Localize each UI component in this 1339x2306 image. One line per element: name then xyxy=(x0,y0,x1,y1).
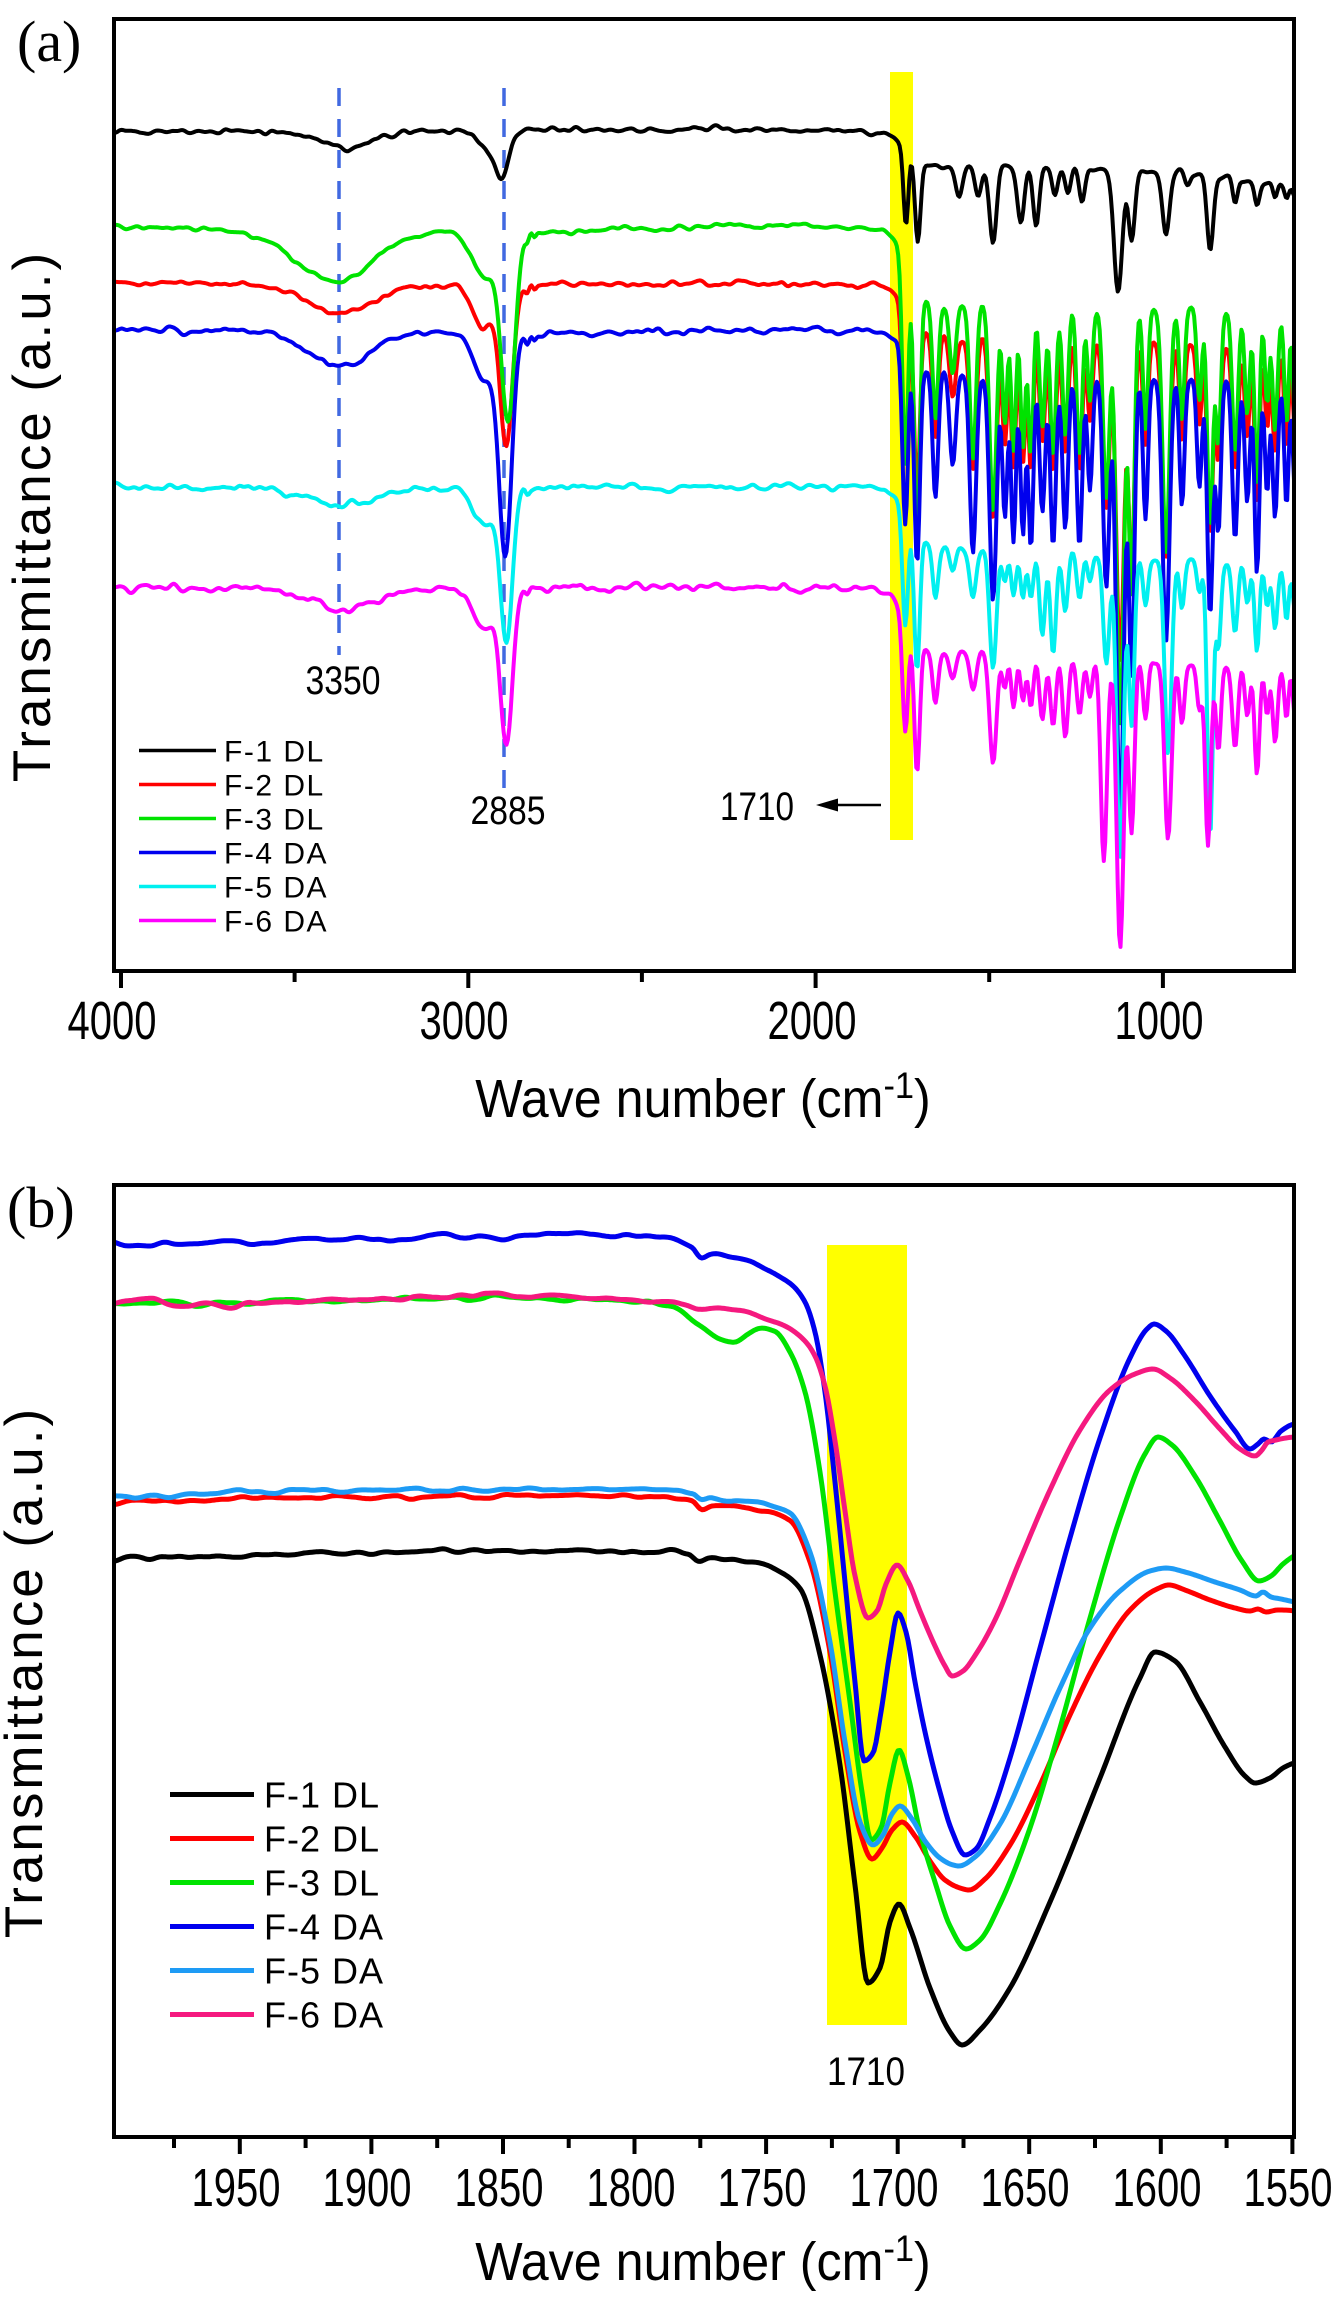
svg-text:1710: 1710 xyxy=(720,785,794,829)
svg-text:1750: 1750 xyxy=(718,2158,807,2218)
svg-text:(b): (b) xyxy=(7,1175,75,1240)
svg-text:1650: 1650 xyxy=(981,2158,1070,2218)
svg-text:4000: 4000 xyxy=(68,991,157,1051)
svg-text:1710: 1710 xyxy=(827,2050,905,2094)
svg-text:1700: 1700 xyxy=(850,2158,939,2218)
svg-text:2885: 2885 xyxy=(471,789,546,833)
svg-text:1550: 1550 xyxy=(1244,2158,1333,2218)
svg-text:1800: 1800 xyxy=(587,2158,676,2218)
svg-text:F-1 DL: F-1 DL xyxy=(224,736,325,769)
svg-text:Transmittance (a.u.): Transmittance (a.u.) xyxy=(0,1406,54,1938)
svg-text:Wave number (cm-1): Wave number (cm-1) xyxy=(475,2228,931,2293)
svg-text:F-5 DA: F-5 DA xyxy=(224,872,328,905)
svg-text:(a): (a) xyxy=(17,9,81,74)
svg-text:3350: 3350 xyxy=(306,659,381,703)
svg-text:1900: 1900 xyxy=(323,2158,412,2218)
svg-text:F-3 DL: F-3 DL xyxy=(264,1863,380,1904)
svg-text:1000: 1000 xyxy=(1115,991,1204,1051)
svg-text:F-5 DA: F-5 DA xyxy=(264,1951,384,1992)
svg-text:1950: 1950 xyxy=(192,2158,281,2218)
svg-text:1850: 1850 xyxy=(455,2158,544,2218)
svg-text:F-3 DL: F-3 DL xyxy=(224,804,325,837)
svg-text:F-2 DL: F-2 DL xyxy=(224,770,325,803)
svg-text:F-1 DL: F-1 DL xyxy=(264,1775,380,1816)
svg-text:1600: 1600 xyxy=(1113,2158,1202,2218)
svg-text:F-4 DA: F-4 DA xyxy=(224,838,328,871)
svg-text:F-2 DL: F-2 DL xyxy=(264,1819,380,1860)
svg-text:2000: 2000 xyxy=(768,991,857,1051)
svg-text:F-4 DA: F-4 DA xyxy=(264,1907,384,1948)
svg-text:Transmittance (a.u.): Transmittance (a.u.) xyxy=(3,250,62,782)
svg-text:F-6 DA: F-6 DA xyxy=(224,906,328,939)
svg-text:F-6 DA: F-6 DA xyxy=(264,1995,384,2036)
svg-text:Wave number (cm-1): Wave number (cm-1) xyxy=(475,1065,931,1130)
svg-text:3000: 3000 xyxy=(420,991,509,1051)
